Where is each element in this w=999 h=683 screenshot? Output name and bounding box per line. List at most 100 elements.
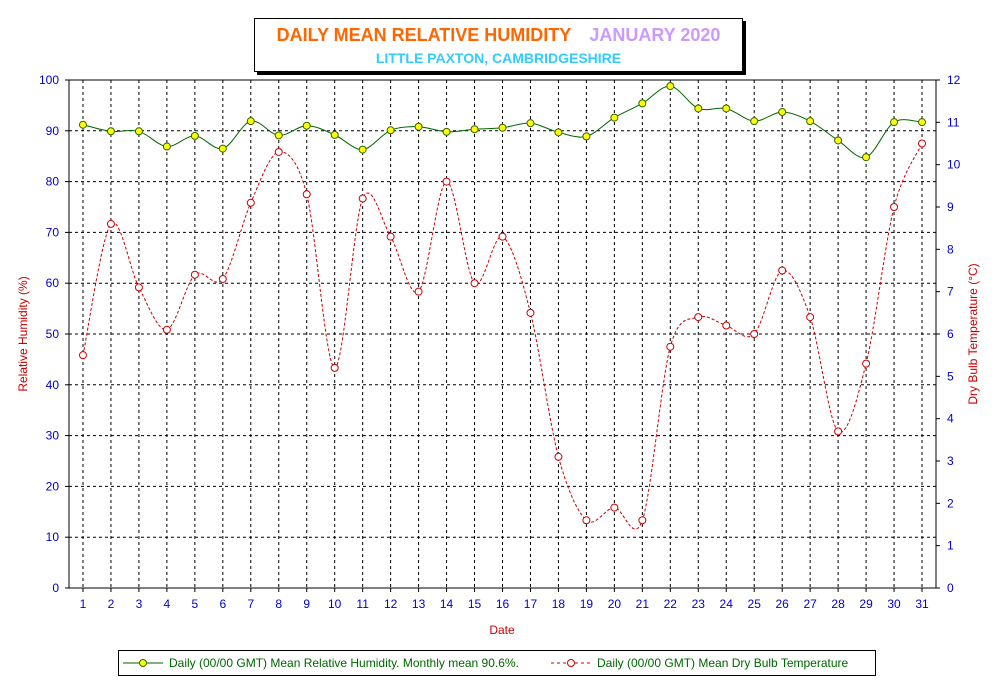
legend-item-humidity: Daily (00/00 GMT) Mean Relative Humidity…: [123, 651, 519, 675]
temperature-point: [610, 503, 619, 512]
x-tick-label: 26: [775, 597, 789, 611]
temperature-point: [190, 270, 199, 279]
humidity-point: [134, 127, 143, 136]
y-tick-label: 80: [46, 175, 60, 189]
x-tick-label: 24: [720, 597, 734, 611]
x-tick-label: 13: [412, 597, 426, 611]
y-tick-label: 90: [46, 124, 60, 138]
temperature-point: [582, 516, 591, 525]
humidity-point: [190, 131, 199, 140]
temperature-point: [470, 279, 479, 288]
x-tick-label: 22: [664, 597, 678, 611]
x-tick-label: 31: [915, 597, 929, 611]
humidity-point: [414, 122, 423, 131]
x-tick-label: 11: [356, 597, 369, 611]
humidity-point: [442, 127, 451, 136]
temperature-point: [442, 177, 451, 186]
humidity-point: [106, 127, 115, 136]
legend: Daily (00/00 GMT) Mean Relative Humidity…: [118, 650, 876, 676]
x-tick-label: 17: [524, 597, 538, 611]
humidity-point: [834, 136, 843, 145]
temperature-point: [134, 283, 143, 292]
y2-tick-label: 7: [947, 285, 954, 299]
humidity-point: [302, 121, 311, 130]
x-tick-label: 16: [496, 597, 510, 611]
humidity-point: [554, 128, 563, 137]
temperature-point: [778, 266, 787, 275]
temperature-point: [386, 232, 395, 241]
temperature-point: [750, 330, 759, 338]
x-tick-label: 2: [108, 597, 115, 611]
y2-tick-label: 3: [947, 454, 954, 468]
temperature-point: [862, 359, 871, 368]
x-tick-label: 5: [192, 597, 199, 611]
y2-tick-label: 9: [947, 200, 954, 214]
temperature-point: [246, 198, 255, 207]
temperature-point: [414, 287, 423, 296]
temperature-point: [834, 427, 843, 436]
humidity-point: [694, 104, 703, 113]
humidity-point: [610, 113, 619, 122]
x-tick-label: 25: [748, 597, 762, 611]
x-tick-label: 19: [580, 597, 594, 611]
temperature-point: [218, 274, 227, 283]
temperature-series: [78, 139, 927, 530]
humidity-point: [806, 117, 815, 126]
y2-tick-label: 0: [947, 581, 954, 595]
x-tick-label: 9: [303, 597, 310, 611]
humidity-point: [274, 131, 283, 140]
temperature-point: [498, 232, 507, 241]
x-tick-label: 3: [136, 597, 143, 611]
y-axis-title: Relative Humidity (%): [16, 276, 30, 391]
humidity-point: [386, 126, 395, 135]
x-tick-label: 12: [384, 597, 398, 611]
temperature-point: [918, 139, 927, 148]
y-tick-label: 40: [46, 378, 60, 392]
humidity-point: [918, 118, 927, 127]
humidity-point: [218, 144, 227, 153]
humidity-point: [862, 153, 871, 162]
humidity-point: [498, 123, 507, 132]
y2-tick-label: 6: [947, 327, 954, 341]
temperature-point: [806, 313, 815, 322]
legend-temperature-marker-icon: [551, 659, 591, 667]
temperature-point: [330, 363, 339, 372]
temperature-point: [526, 308, 535, 317]
x-tick-label: 8: [275, 597, 282, 611]
y2-axis-title: Dry Bulb Temperature (°C): [966, 263, 980, 404]
temperature-point: [78, 351, 87, 360]
chart-period: JANUARY 2020: [589, 25, 721, 45]
y-tick-label: 10: [46, 530, 60, 544]
y-tick-label: 100: [39, 73, 59, 87]
x-tick-label: 4: [164, 597, 171, 611]
legend-humidity-label: Daily (00/00 GMT) Mean Relative Humidity…: [169, 656, 519, 670]
y2-tick-label: 1: [947, 539, 954, 553]
x-tick-label: 10: [328, 597, 342, 611]
humidity-point: [582, 132, 591, 141]
x-tick-label: 18: [552, 597, 566, 611]
temperature-point: [302, 190, 311, 199]
temperature-point: [638, 516, 647, 525]
humidity-point: [526, 119, 535, 128]
humidity-point: [470, 125, 479, 134]
temperature-point: [106, 219, 115, 228]
y2-tick-label: 2: [947, 496, 954, 510]
humidity-point: [78, 120, 87, 129]
y-tick-label: 20: [46, 479, 60, 493]
x-tick-label: 27: [803, 597, 817, 611]
legend-humidity-marker-icon: [123, 659, 163, 667]
humidity-point: [666, 82, 675, 91]
humidity-point: [890, 118, 899, 127]
humidity-point: [750, 117, 759, 126]
title-line: DAILY MEAN RELATIVE HUMIDITY JANUARY 2020: [255, 25, 742, 46]
y2-tick-label: 12: [947, 73, 961, 87]
x-tick-label: 29: [859, 597, 873, 611]
temperature-point: [666, 342, 675, 351]
humidity-point: [778, 108, 787, 117]
y-tick-label: 50: [46, 327, 60, 341]
temperature-point: [890, 203, 899, 211]
x-tick-label: 6: [219, 597, 226, 611]
y2-tick-label: 4: [947, 412, 954, 426]
humidity-point: [358, 145, 367, 154]
